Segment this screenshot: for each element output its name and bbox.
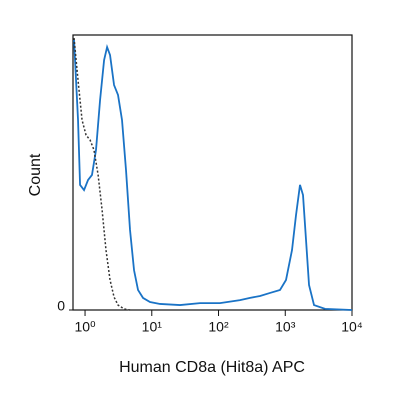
x-tick-label: 10⁰ xyxy=(74,319,96,335)
y-axis-label: Count xyxy=(27,153,44,196)
x-tick-label: 10⁴ xyxy=(341,319,363,335)
histogram-line xyxy=(73,37,131,311)
x-tick-label: 10³ xyxy=(275,319,296,335)
x-axis-label: Human CD8a (Hit8a) APC xyxy=(119,359,305,376)
y-tick-label: 0 xyxy=(57,298,65,314)
histogram-line xyxy=(73,39,353,311)
x-tick-label: 10² xyxy=(208,319,229,335)
x-tick-label: 10¹ xyxy=(142,319,163,335)
plot-frame xyxy=(72,34,353,311)
